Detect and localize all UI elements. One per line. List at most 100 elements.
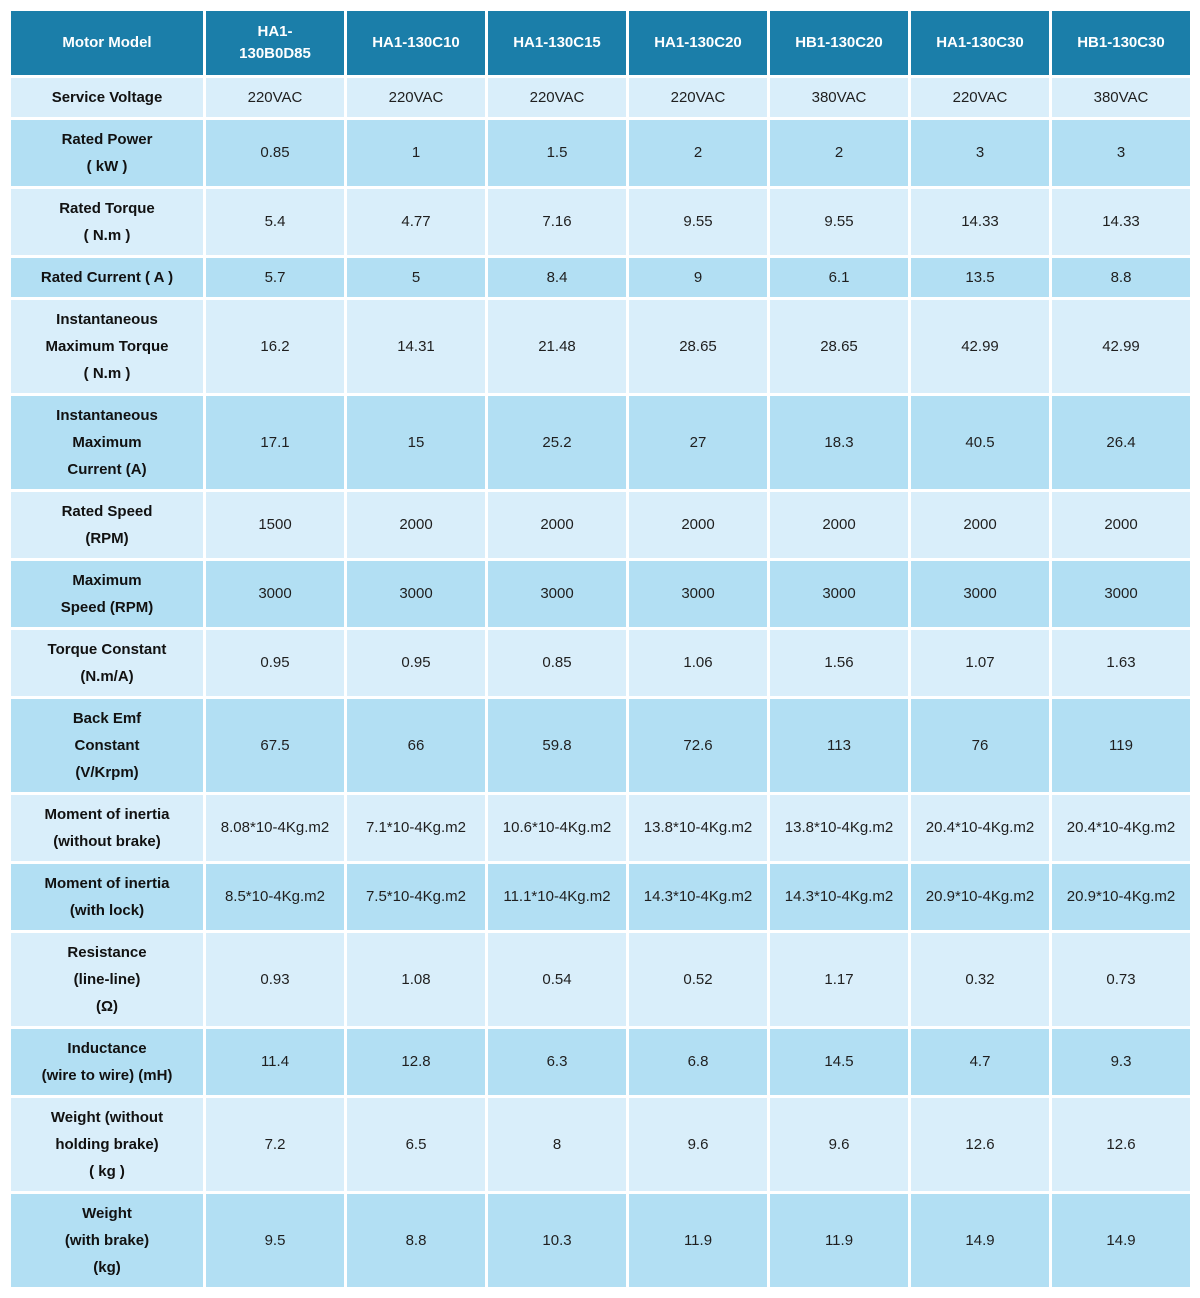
spec-value-back-emf-constant-col-6: 119 [1049, 695, 1193, 795]
spec-value-instantaneous-maximum-current-col-6: 26.4 [1049, 392, 1193, 492]
table-row-weight-without-holding-brake: Weight (without holding brake) ( kg ) 7.2… [8, 1094, 1193, 1194]
row-header-service-voltage: Service Voltage [8, 74, 206, 120]
spec-value-rated-speed-col-6: 2000 [1049, 488, 1193, 561]
spec-value-rated-power-col-0: 0.85 [203, 116, 347, 189]
spec-value-rated-speed-col-3: 2000 [626, 488, 770, 561]
spec-value-weight-without-holding-brake-col-4: 9.6 [767, 1094, 911, 1194]
spec-value-rated-power-col-5: 3 [908, 116, 1052, 189]
row-header-torque-constant: Torque Constant (N.m/A) [8, 626, 206, 699]
spec-value-instantaneous-maximum-torque-col-4: 28.65 [767, 296, 911, 396]
spec-value-rated-torque-col-4: 9.55 [767, 185, 911, 258]
spec-value-moment-of-inertia-without-brake-col-6: 20.4*10-4Kg.m2 [1049, 791, 1193, 864]
spec-value-rated-torque-col-2: 7.16 [485, 185, 629, 258]
spec-value-weight-with-brake-col-6: 14.9 [1049, 1190, 1193, 1290]
spec-value-moment-of-inertia-without-brake-col-4: 13.8*10-4Kg.m2 [767, 791, 911, 864]
spec-value-resistance-col-0: 0.93 [203, 929, 347, 1029]
spec-value-rated-power-col-1: 1 [344, 116, 488, 189]
spec-value-rated-torque-col-1: 4.77 [344, 185, 488, 258]
spec-value-resistance-col-5: 0.32 [908, 929, 1052, 1029]
spec-value-instantaneous-maximum-current-col-5: 40.5 [908, 392, 1052, 492]
spec-value-back-emf-constant-col-5: 76 [908, 695, 1052, 795]
spec-value-rated-torque-col-3: 9.55 [626, 185, 770, 258]
spec-value-rated-power-col-3: 2 [626, 116, 770, 189]
spec-value-torque-constant-col-2: 0.85 [485, 626, 629, 699]
spec-value-weight-without-holding-brake-col-3: 9.6 [626, 1094, 770, 1194]
row-header-rated-torque: Rated Torque ( N.m ) [8, 185, 206, 258]
spec-value-rated-current-col-0: 5.7 [203, 254, 347, 300]
spec-value-moment-of-inertia-without-brake-col-5: 20.4*10-4Kg.m2 [908, 791, 1052, 864]
column-header-model-2: HA1-130C15 [485, 8, 629, 78]
table-row-inductance: Inductance (wire to wire) (mH) 11.4 12.8 6.… [8, 1025, 1193, 1098]
table-row-torque-constant: Torque Constant (N.m/A) 0.95 0.95 0.85 1.06 1… [8, 626, 1193, 699]
row-header-back-emf-constant: Back Emf Constant (V/Krpm) [8, 695, 206, 795]
row-header-inductance: Inductance (wire to wire) (mH) [8, 1025, 206, 1098]
spec-value-instantaneous-maximum-torque-col-2: 21.48 [485, 296, 629, 396]
table-body: Service Voltage 220VAC 220VAC 220VAC 220VAC 3… [8, 74, 1193, 1290]
table-row-moment-of-inertia-without-brake: Moment of inertia (without brake) 8.08*10… [8, 791, 1193, 864]
spec-value-rated-current-col-1: 5 [344, 254, 488, 300]
spec-value-instantaneous-maximum-torque-col-1: 14.31 [344, 296, 488, 396]
spec-value-weight-with-brake-col-2: 10.3 [485, 1190, 629, 1290]
spec-value-moment-of-inertia-with-lock-col-3: 14.3*10-4Kg.m2 [626, 860, 770, 933]
table-row-moment-of-inertia-with-lock: Moment of inertia (with lock) 8.5*10-4Kg.… [8, 860, 1193, 933]
row-header-moment-of-inertia-with-lock: Moment of inertia (with lock) [8, 860, 206, 933]
spec-value-rated-current-col-5: 13.5 [908, 254, 1052, 300]
spec-value-rated-current-col-3: 9 [626, 254, 770, 300]
spec-value-maximum-speed-col-3: 3000 [626, 557, 770, 630]
spec-value-weight-with-brake-col-4: 11.9 [767, 1190, 911, 1290]
spec-value-weight-with-brake-col-0: 9.5 [203, 1190, 347, 1290]
spec-value-weight-with-brake-col-1: 8.8 [344, 1190, 488, 1290]
spec-value-rated-speed-col-1: 2000 [344, 488, 488, 561]
spec-value-rated-current-col-6: 8.8 [1049, 254, 1193, 300]
spec-value-torque-constant-col-3: 1.06 [626, 626, 770, 699]
row-header-instantaneous-maximum-current: Instantaneous Maximum Current (A) [8, 392, 206, 492]
column-header-model-1: HA1-130C10 [344, 8, 488, 78]
spec-value-rated-torque-col-6: 14.33 [1049, 185, 1193, 258]
spec-value-moment-of-inertia-with-lock-col-2: 11.1*10-4Kg.m2 [485, 860, 629, 933]
spec-value-rated-speed-col-0: 1500 [203, 488, 347, 561]
spec-value-maximum-speed-col-0: 3000 [203, 557, 347, 630]
column-header-model-6: HB1-130C30 [1049, 8, 1193, 78]
table-row-rated-power: Rated Power ( kW ) 0.85 1 1.5 2 2 3 3 [8, 116, 1193, 189]
spec-value-back-emf-constant-col-3: 72.6 [626, 695, 770, 795]
spec-value-resistance-col-1: 1.08 [344, 929, 488, 1029]
spec-value-service-voltage-col-1: 220VAC [344, 74, 488, 120]
spec-value-service-voltage-col-3: 220VAC [626, 74, 770, 120]
spec-value-maximum-speed-col-5: 3000 [908, 557, 1052, 630]
spec-value-inductance-col-5: 4.7 [908, 1025, 1052, 1098]
spec-value-rated-current-col-4: 6.1 [767, 254, 911, 300]
table-row-resistance: Resistance (line-line) (Ω) 0.93 1.08 0.54 0.… [8, 929, 1193, 1029]
column-header-model-3: HA1-130C20 [626, 8, 770, 78]
spec-value-rated-current-col-2: 8.4 [485, 254, 629, 300]
spec-value-weight-without-holding-brake-col-6: 12.6 [1049, 1094, 1193, 1194]
spec-value-torque-constant-col-6: 1.63 [1049, 626, 1193, 699]
spec-value-inductance-col-2: 6.3 [485, 1025, 629, 1098]
spec-value-rated-speed-col-5: 2000 [908, 488, 1052, 561]
table-row-maximum-speed: Maximum Speed (RPM) 3000 3000 3000 3000 3000 3… [8, 557, 1193, 630]
spec-value-moment-of-inertia-with-lock-col-4: 14.3*10-4Kg.m2 [767, 860, 911, 933]
row-header-maximum-speed: Maximum Speed (RPM) [8, 557, 206, 630]
spec-value-back-emf-constant-col-4: 113 [767, 695, 911, 795]
spec-value-inductance-col-1: 12.8 [344, 1025, 488, 1098]
spec-value-moment-of-inertia-without-brake-col-2: 10.6*10-4Kg.m2 [485, 791, 629, 864]
spec-value-resistance-col-2: 0.54 [485, 929, 629, 1029]
column-header-model-5: HA1-130C30 [908, 8, 1052, 78]
spec-value-maximum-speed-col-6: 3000 [1049, 557, 1193, 630]
spec-value-moment-of-inertia-with-lock-col-6: 20.9*10-4Kg.m2 [1049, 860, 1193, 933]
spec-value-weight-with-brake-col-3: 11.9 [626, 1190, 770, 1290]
spec-value-weight-without-holding-brake-col-5: 12.6 [908, 1094, 1052, 1194]
spec-value-rated-torque-col-5: 14.33 [908, 185, 1052, 258]
row-header-weight-with-brake: Weight (with brake) (kg) [8, 1190, 206, 1290]
spec-value-instantaneous-maximum-torque-col-0: 16.2 [203, 296, 347, 396]
spec-value-torque-constant-col-1: 0.95 [344, 626, 488, 699]
spec-value-torque-constant-col-5: 1.07 [908, 626, 1052, 699]
row-header-resistance: Resistance (line-line) (Ω) [8, 929, 206, 1029]
row-header-moment-of-inertia-without-brake: Moment of inertia (without brake) [8, 791, 206, 864]
spec-value-moment-of-inertia-with-lock-col-0: 8.5*10-4Kg.m2 [203, 860, 347, 933]
spec-value-rated-torque-col-0: 5.4 [203, 185, 347, 258]
spec-value-inductance-col-0: 11.4 [203, 1025, 347, 1098]
table-row-rated-torque: Rated Torque ( N.m ) 5.4 4.77 7.16 9.55 9.55 1… [8, 185, 1193, 258]
spec-value-rated-power-col-4: 2 [767, 116, 911, 189]
spec-value-rated-power-col-2: 1.5 [485, 116, 629, 189]
